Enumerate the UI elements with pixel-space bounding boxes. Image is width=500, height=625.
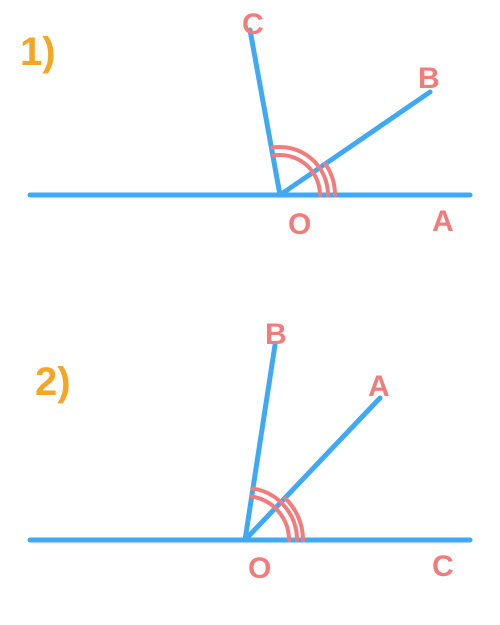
ray-1-1	[280, 92, 430, 195]
ray-1-0	[250, 30, 280, 195]
diagram-canvas	[0, 0, 500, 625]
